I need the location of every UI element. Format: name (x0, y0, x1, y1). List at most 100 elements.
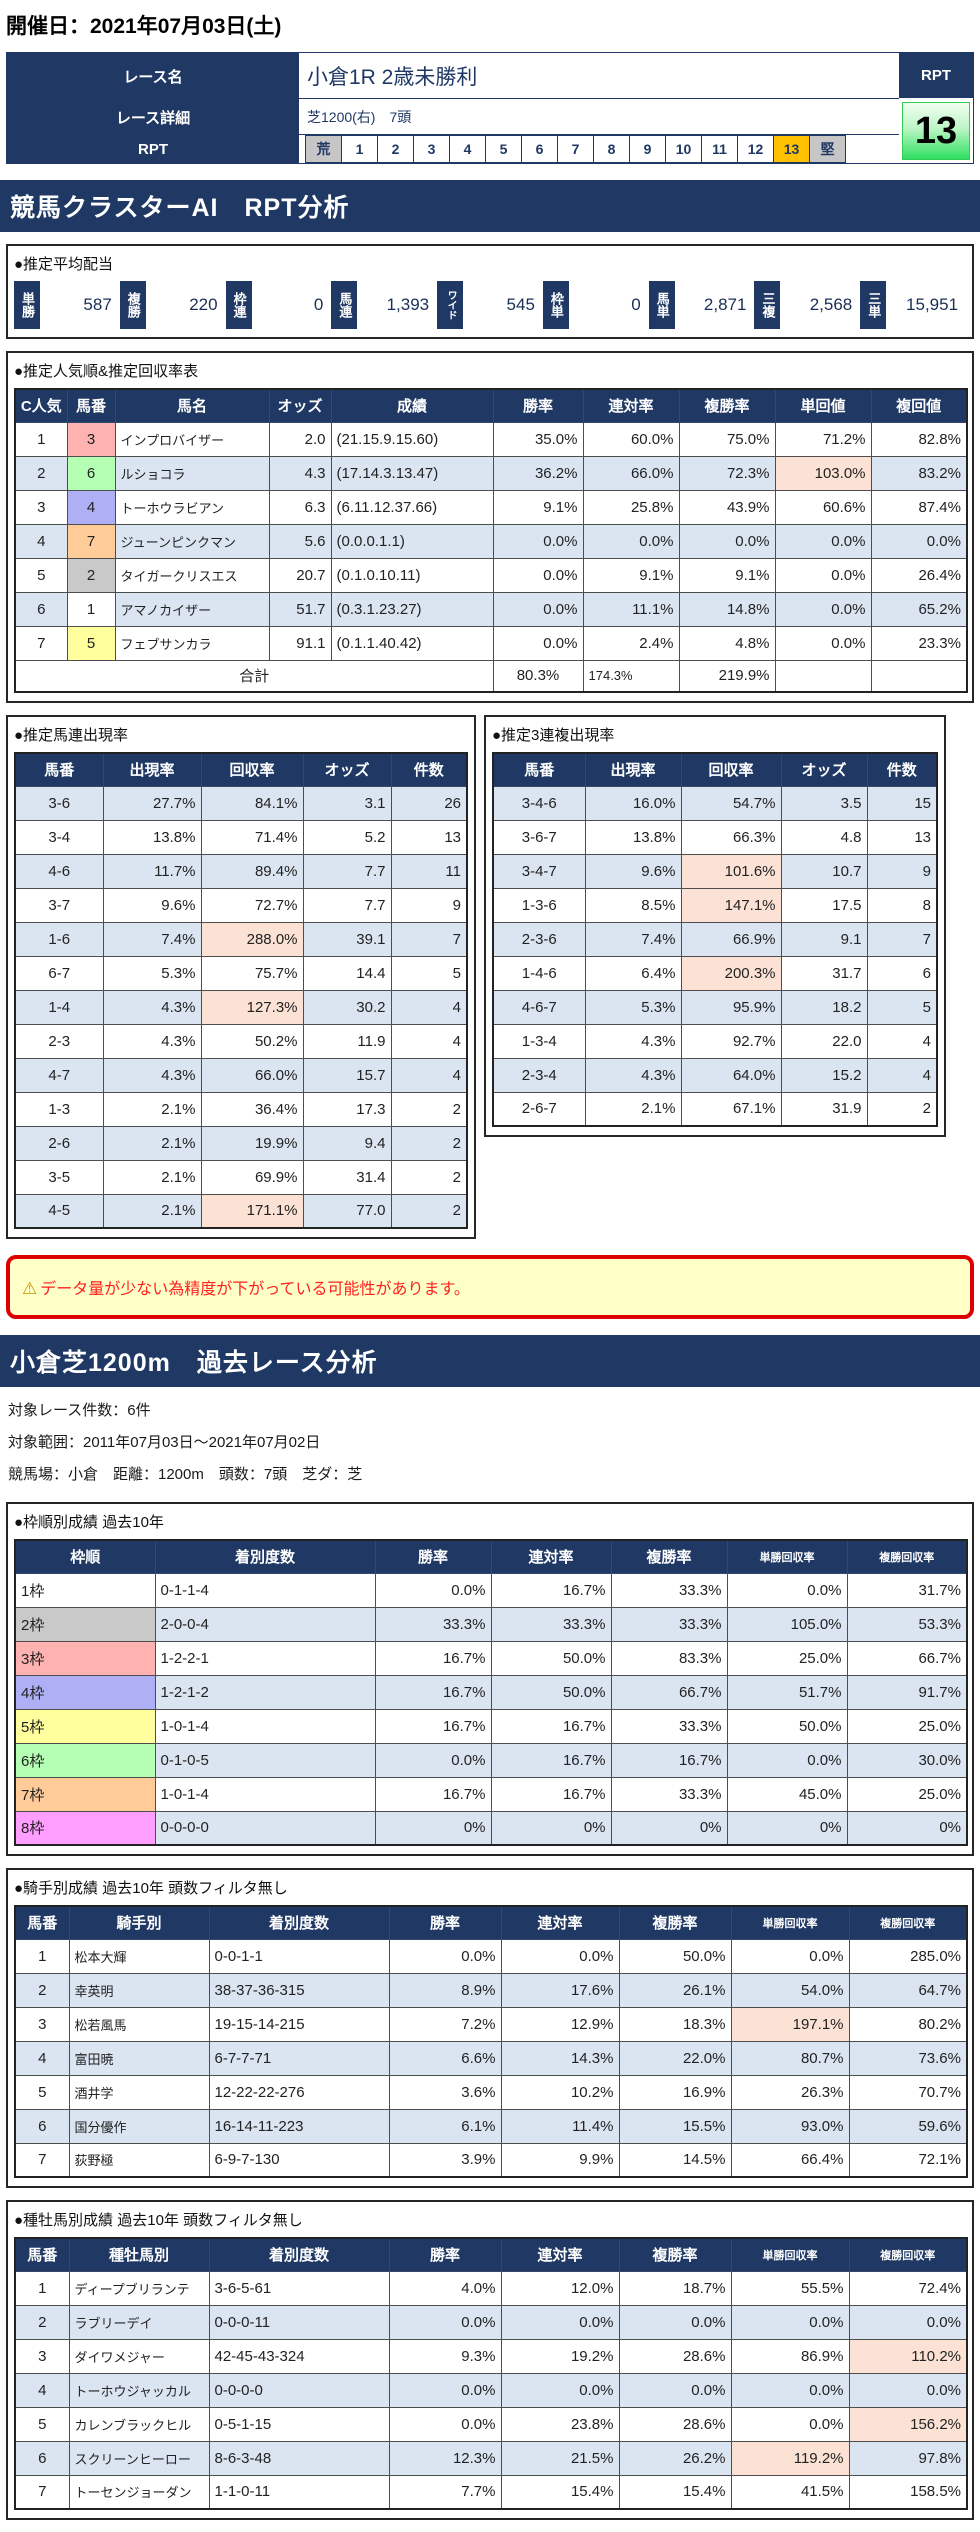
waku-cell: 7枠 (14, 1776, 156, 1812)
race-detail-label: レース詳細 (7, 99, 299, 135)
waku-row: 3枠 1-2-2-1 16.7% 50.0% 83.3% 25.0% 66.7% (14, 1640, 968, 1676)
waku-box: ●枠順別成績 過去10年 枠順 着別度数 勝率 連対率 複勝率 単勝回収率 複勝回収率 1枠 0… (6, 1502, 974, 1856)
umaren-cell: 9 (390, 887, 468, 923)
sire-cell: 23.8% (500, 2406, 620, 2442)
umaren-cell: 11 (390, 853, 468, 889)
sire-cell: 0-0-0-0 (208, 2372, 390, 2408)
rpt-scale-box: 12 (737, 135, 774, 163)
sanrenpuku-cell: 6.4% (584, 955, 682, 991)
popularity-cell: 9.1% (582, 557, 680, 593)
jockey-cell: 3.6% (388, 2074, 502, 2110)
sanrenpuku-cell: 5 (866, 989, 938, 1025)
jockey-row: 2 幸英明 38-37-36-315 8.9% 17.6% 26.1% 54.0% 64.7% (14, 1972, 968, 2008)
umaren-col-header: 出現率 (102, 752, 202, 787)
sanrenpuku-cell: 54.7% (680, 785, 782, 821)
total-label: 合計 (14, 659, 494, 693)
waku-cell: 16.7% (374, 1776, 492, 1812)
popularity-cell: 51.7 (268, 591, 332, 627)
umaren-cell: 75.7% (200, 955, 304, 991)
sire-cell: 2 (14, 2304, 70, 2340)
umaren-cell: 50.2% (200, 1023, 304, 1059)
jockey-row: 6 国分優作 16-14-11-223 6.1% 11.4% 15.5% 93.0% 59.6… (14, 2108, 968, 2144)
waku-cell: 50.0% (490, 1674, 612, 1710)
umaren-cell: 2.1% (102, 1193, 202, 1229)
umaren-cell: 1-6 (14, 921, 104, 957)
popularity-cell: (17.14.3.13.47) (330, 455, 494, 491)
popularity-total-row: 合計 80.3% 174.3% 219.9% (14, 659, 968, 693)
umaren-cell: 15.7 (302, 1057, 392, 1093)
jockey-cell: 17.6% (500, 1972, 620, 2008)
jockey-cell: 38-37-36-315 (208, 1972, 390, 2008)
umaren-cell: 69.9% (200, 1159, 304, 1195)
waku-cell: 33.3% (610, 1776, 728, 1812)
sire-cell: カレンブラックヒル (68, 2406, 210, 2442)
waku-row: 1枠 0-1-1-4 0.0% 16.7% 33.3% 0.0% 31.7% (14, 1572, 968, 1608)
race-detail: 芝1200(右) 7頭 (299, 99, 899, 135)
jockey-cell: 5 (14, 2074, 70, 2110)
jockey-row: 7 荻野極 6-9-7-130 3.9% 9.9% 14.5% 66.4% 72.1% (14, 2142, 968, 2178)
payout-title: ●推定平均配当 (14, 256, 114, 273)
umaren-cell: 3-6 (14, 785, 104, 821)
popularity-cell: 0.0% (870, 523, 968, 559)
sire-cell: 86.9% (730, 2338, 850, 2374)
umaren-cell: 4 (390, 989, 468, 1025)
jockey-cell: 64.7% (848, 1972, 968, 2008)
umaren-cell: 5.3% (102, 955, 202, 991)
umaren-cell: 3-7 (14, 887, 104, 923)
waku-cell: 4枠 (14, 1674, 156, 1710)
jockey-cell: 12.9% (500, 2006, 620, 2042)
rpt-scale-box: 6 (521, 135, 558, 163)
sire-row: 7 トーセンジョーダン 1-1-0-11 7.7% 15.4% 15.4% 41.5% 158… (14, 2474, 968, 2510)
waku-cell: 1枠 (14, 1572, 156, 1608)
sire-cell: 7.7% (388, 2474, 502, 2510)
sire-cell: 0.0% (500, 2304, 620, 2340)
popularity-col-header: C人気 (14, 388, 68, 423)
waku-cell: 91.7% (846, 1674, 968, 1710)
jockey-col-header: 複勝率 (618, 1905, 732, 1940)
umaren-cell: 14.4 (302, 955, 392, 991)
sire-col-header: 複勝回収率 (848, 2237, 968, 2272)
rpt-score-value: 13 (902, 102, 970, 160)
sire-cell: 15.4% (618, 2474, 732, 2510)
rpt-scale: 荒 1 2 3 4 5 6 7 8 9 10 11 12 13 堅 (299, 135, 899, 163)
popularity-row: 6 1 アマノカイザー 51.7 (0.3.1.23.27) 0.0% 11.1% 14.8%… (14, 591, 968, 627)
sire-cell: 4.0% (388, 2270, 502, 2306)
umaren-cell: 9.6% (102, 887, 202, 923)
sanrenpuku-cell: 2.1% (584, 1091, 682, 1127)
sire-cell: 21.5% (500, 2440, 620, 2476)
payout-item: 枠連 0 (225, 281, 332, 329)
jockey-col-header: 馬番 (14, 1905, 70, 1940)
page-title: 開催日：2021年07月03日(土) (6, 15, 282, 38)
umaren-cell: 2-6 (14, 1125, 104, 1161)
jockey-cell: 3 (14, 2006, 70, 2042)
warning-banner: ⚠ データ量が少ない為精度が下がっている可能性があります。 (6, 1255, 974, 1319)
sanrenpuku-cell: 147.1% (680, 887, 782, 923)
waku-cell: 16.7% (374, 1708, 492, 1744)
sire-cell: トーホウジャッカル (68, 2372, 210, 2408)
umaren-cell: 39.1 (302, 921, 392, 957)
umaren-cell: 5 (390, 955, 468, 991)
rpt-scale-box: 2 (377, 135, 414, 163)
jockey-cell: 72.1% (848, 2142, 968, 2178)
waku-cell: 16.7% (374, 1640, 492, 1676)
sanrenpuku-cell: 64.0% (680, 1057, 782, 1093)
waku-cell: 6枠 (14, 1742, 156, 1778)
popularity-cell: 36.2% (492, 455, 584, 491)
waku-cell: 16.7% (490, 1776, 612, 1812)
waku-cell: 0% (490, 1810, 612, 1846)
popularity-cell: 5 (66, 625, 116, 661)
popularity-cell: 0.0% (582, 523, 680, 559)
sire-cell: 0.0% (730, 2406, 850, 2442)
waku-cell: 30.0% (846, 1742, 968, 1778)
umaren-cell: 7.7 (302, 887, 392, 923)
popularity-cell: 14.8% (678, 591, 776, 627)
sanrenpuku-cell: 66.9% (680, 921, 782, 957)
payout-type-label: 枠連 (225, 281, 252, 329)
sanrenpuku-row: 2-6-7 2.1% 67.1% 31.9 2 (492, 1091, 938, 1127)
popularity-cell: 7 (14, 625, 68, 661)
waku-cell: 3枠 (14, 1640, 156, 1676)
sanrenpuku-cell: 200.3% (680, 955, 782, 991)
sanrenpuku-col-header: オッズ (780, 752, 868, 787)
sanrenpuku-col-header: 馬番 (492, 752, 586, 787)
waku-row: 6枠 0-1-0-5 0.0% 16.7% 16.7% 0.0% 30.0% (14, 1742, 968, 1778)
